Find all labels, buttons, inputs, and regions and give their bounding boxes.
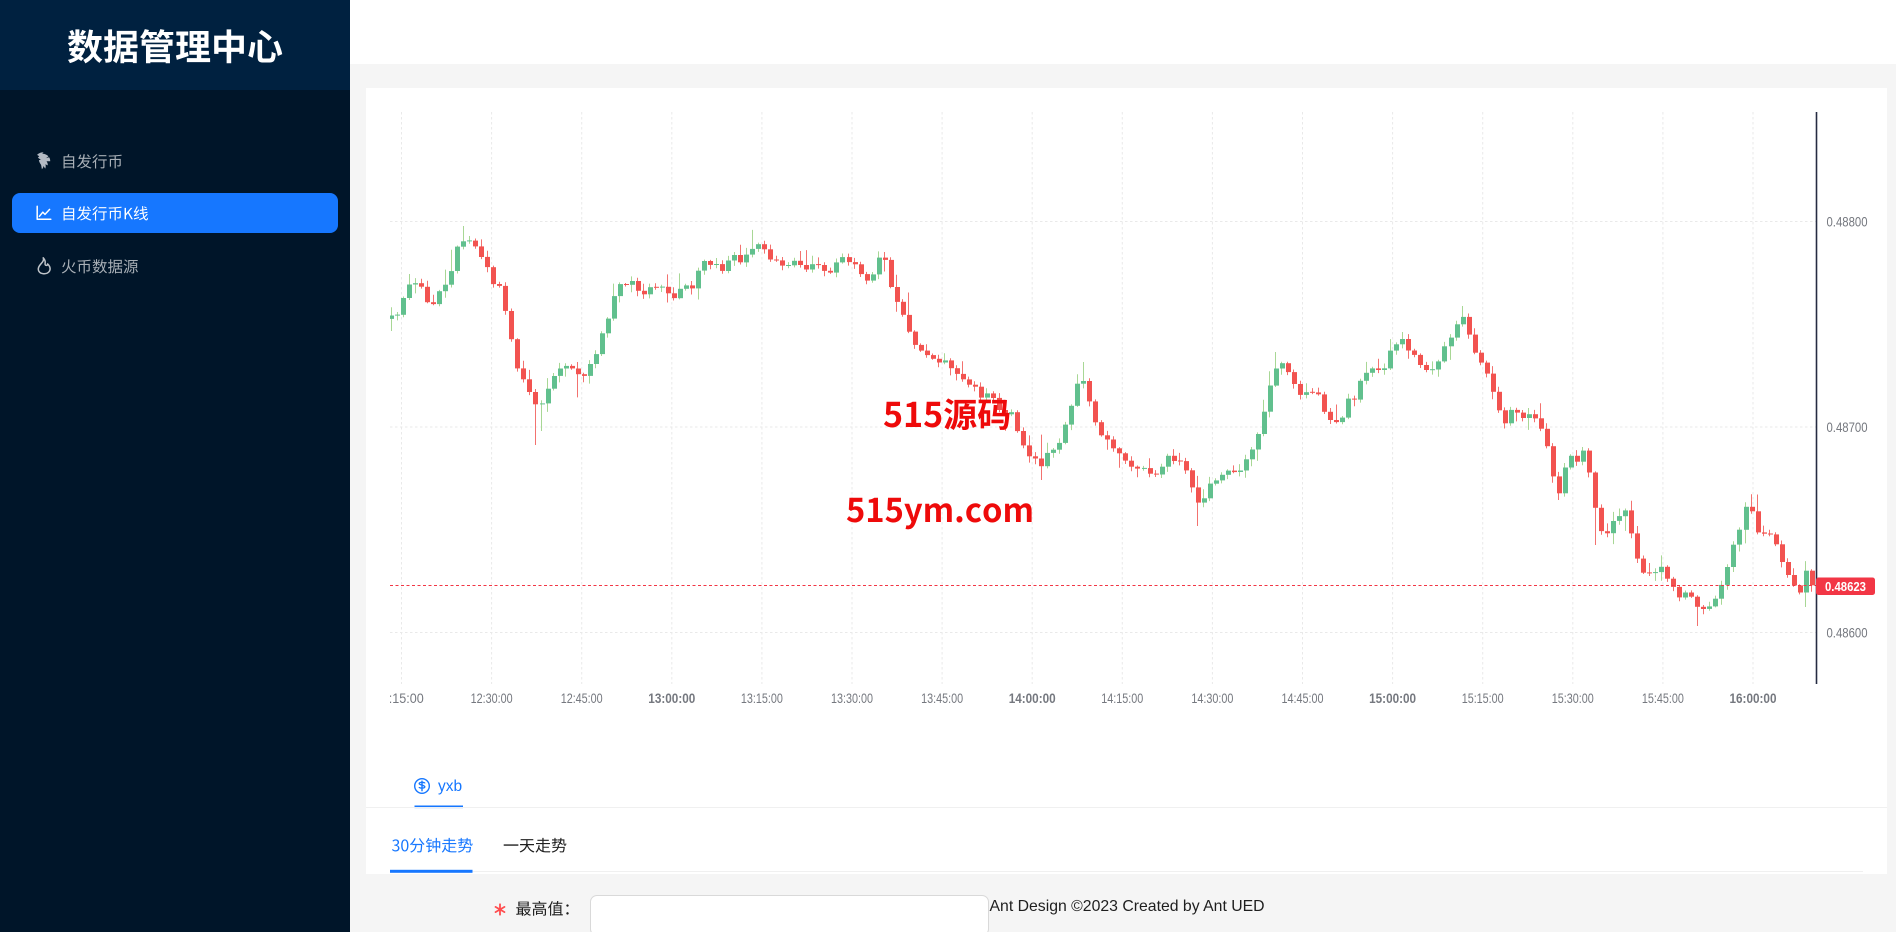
svg-text:0.48623: 0.48623 [1825,579,1866,594]
svg-text:0.48600: 0.48600 [1827,626,1868,641]
svg-text:13:30:00: 13:30:00 [831,691,873,706]
svg-text:15:00:00: 15:00:00 [1369,690,1416,706]
svg-text:16:00:00: 16:00:00 [1730,690,1777,706]
svg-text:12:45:00: 12:45:00 [561,691,603,706]
svg-text:0.48800: 0.48800 [1827,215,1868,230]
svg-text:12:30:00: 12:30:00 [471,691,513,706]
svg-text:15:15:00: 15:15:00 [1462,691,1504,706]
svg-text:14:45:00: 14:45:00 [1282,691,1324,706]
svg-text:13:15:00: 13:15:00 [741,691,783,706]
svg-text:15:30:00: 15:30:00 [1552,691,1594,706]
svg-text:13:45:00: 13:45:00 [921,691,963,706]
svg-text:14:00:00: 14:00:00 [1009,690,1056,706]
svg-text:15:45:00: 15:45:00 [1642,691,1684,706]
svg-text:0.48700: 0.48700 [1827,420,1868,435]
svg-text:14:30:00: 14:30:00 [1191,691,1233,706]
svg-text:13:00:00: 13:00:00 [648,690,695,706]
svg-text::15:00: :15:00 [390,691,424,706]
svg-text:14:15:00: 14:15:00 [1101,691,1143,706]
